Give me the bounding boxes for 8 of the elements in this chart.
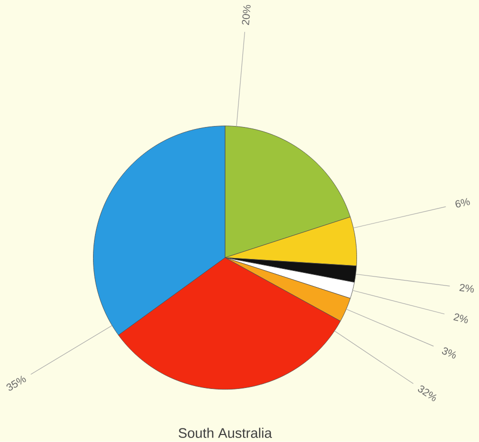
data-label: 2%	[459, 284, 474, 293]
data-label: 32%	[418, 386, 437, 402]
data-label: 6%	[455, 198, 470, 208]
data-label: 2%	[453, 314, 468, 324]
data-label: 35%	[6, 376, 26, 391]
data-label: 3%	[442, 348, 456, 359]
text: South Australia	[178, 428, 272, 438]
data-label: 20%	[242, 5, 251, 26]
